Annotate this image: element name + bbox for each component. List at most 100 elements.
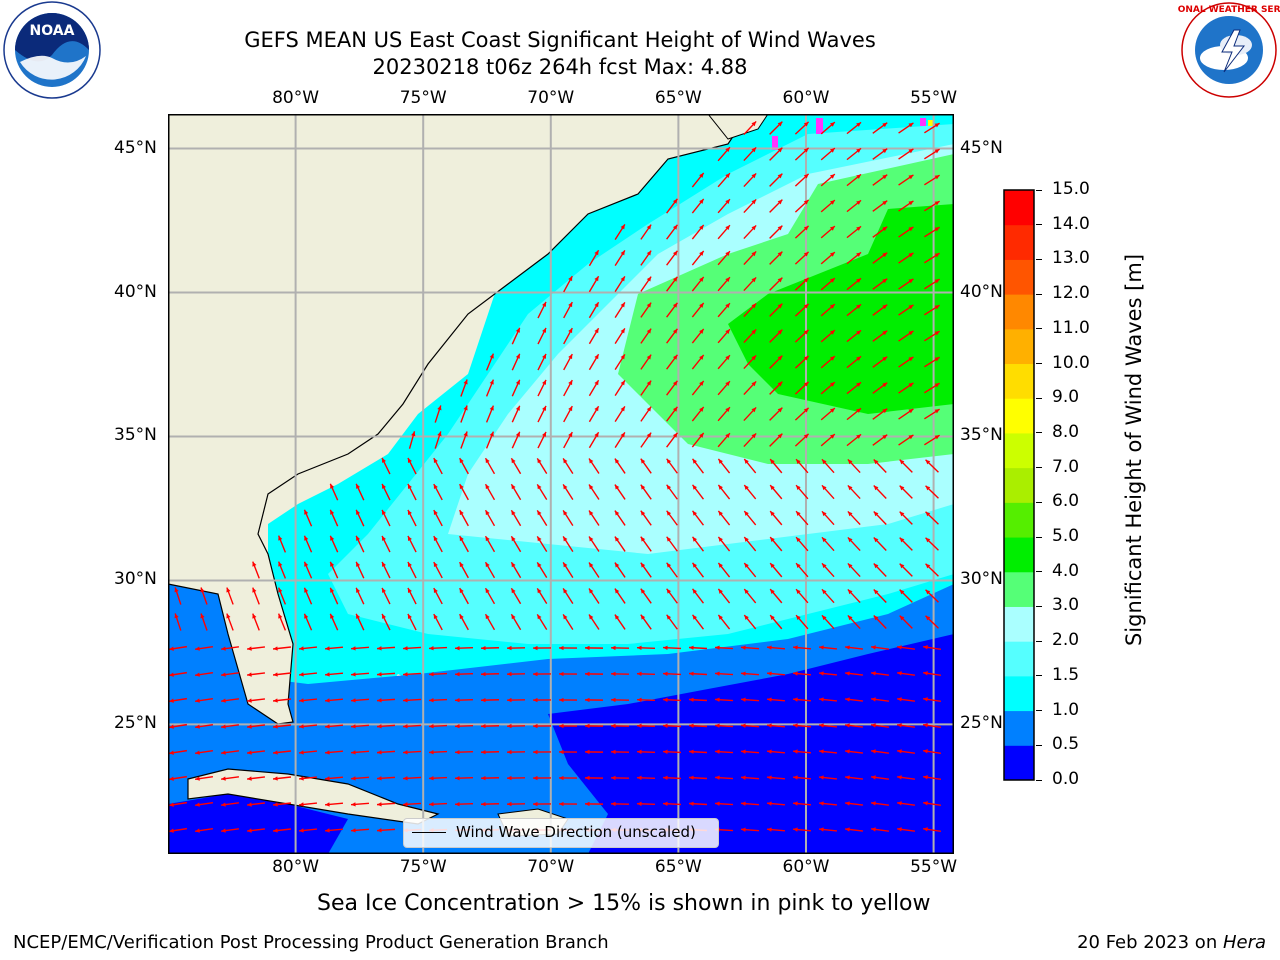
wave-direction-arrow bbox=[691, 562, 705, 578]
wave-direction-arrow bbox=[428, 672, 448, 677]
wave-direction-arrow bbox=[922, 749, 942, 755]
lon-tick-label: 60°W bbox=[782, 88, 830, 108]
wave-direction-arrow bbox=[168, 801, 188, 807]
wave-direction-arrow bbox=[898, 434, 914, 446]
wave-direction-arrow bbox=[743, 198, 757, 214]
wave-direction-arrow bbox=[896, 697, 916, 702]
colorbar-segment bbox=[1004, 467, 1034, 503]
colorbar-segment bbox=[1004, 571, 1034, 607]
wave-direction-arrow bbox=[688, 645, 708, 650]
wave-direction-arrow bbox=[168, 645, 188, 651]
wave-direction-arrow bbox=[740, 671, 760, 676]
wave-direction-arrow bbox=[588, 484, 600, 500]
colorbar-tick-label: 8.0 bbox=[1052, 421, 1080, 442]
wave-direction-arrow bbox=[925, 563, 939, 577]
wave-direction-arrow bbox=[740, 801, 760, 806]
wave-direction-arrow bbox=[717, 536, 731, 552]
colorbar-tick-label: 11.0 bbox=[1052, 317, 1090, 338]
lat-tick-label: 30°N bbox=[114, 569, 157, 590]
colorbar-tick-label: 9.0 bbox=[1052, 387, 1080, 408]
wave-direction-arrow bbox=[821, 536, 835, 552]
wave-direction-arrow bbox=[896, 775, 916, 780]
wave-direction-arrow bbox=[584, 775, 604, 781]
wave-direction-arrow bbox=[614, 562, 626, 578]
footer-date-text: 20 Feb 2023 on bbox=[1077, 932, 1223, 953]
wave-direction-arrow bbox=[614, 380, 626, 396]
wave-direction-arrow bbox=[536, 587, 548, 605]
wave-direction-arrow bbox=[766, 645, 786, 650]
wave-direction-arrow bbox=[537, 301, 547, 319]
wave-direction-arrow bbox=[820, 199, 836, 213]
wave-direction-arrow bbox=[666, 484, 678, 500]
wave-direction-arrow bbox=[355, 587, 365, 605]
wave-direction-arrow bbox=[691, 354, 705, 370]
wave-direction-arrow bbox=[614, 328, 626, 344]
wave-direction-arrow bbox=[872, 174, 888, 186]
wave-direction-arrow bbox=[714, 671, 734, 676]
wave-direction-arrow bbox=[246, 724, 266, 729]
wave-direction-arrow bbox=[846, 225, 862, 239]
wave-direction-arrow bbox=[480, 749, 500, 755]
wave-direction-arrow bbox=[536, 613, 548, 631]
wave-direction-arrow bbox=[246, 802, 266, 807]
wave-direction-arrow bbox=[666, 458, 678, 474]
wave-direction-arrow bbox=[691, 588, 705, 604]
wave-direction-arrow bbox=[272, 646, 292, 651]
wave-direction-arrow bbox=[769, 458, 783, 474]
wave-direction-arrow bbox=[820, 277, 836, 291]
wave-direction-arrow bbox=[820, 225, 836, 239]
wave-direction-arrow bbox=[381, 535, 391, 553]
wave-direction-arrow bbox=[355, 535, 365, 553]
wave-direction-arrow bbox=[766, 775, 786, 780]
wave-direction-arrow bbox=[922, 671, 942, 677]
lon-tick-label: 80°W bbox=[272, 857, 320, 877]
wave-direction-arrow bbox=[640, 354, 652, 370]
wave-direction-arrow bbox=[870, 697, 890, 702]
wave-direction-arrow bbox=[769, 407, 783, 421]
wave-direction-arrow bbox=[717, 562, 731, 578]
wave-direction-arrow bbox=[381, 587, 391, 605]
title-line-2: 20230218 t06z 264h fcst Max: 4.88 bbox=[372, 55, 748, 79]
wave-direction-arrow bbox=[820, 355, 836, 369]
wave-direction-arrow bbox=[792, 697, 812, 702]
wave-direction-arrow bbox=[769, 277, 783, 291]
wave-direction-arrow bbox=[870, 645, 890, 650]
wave-direction-arrow bbox=[252, 613, 260, 631]
wave-direction-arrow bbox=[872, 382, 888, 394]
wave-direction-arrow bbox=[691, 614, 705, 630]
wave-direction-arrow bbox=[562, 588, 574, 604]
wave-direction-arrow bbox=[640, 510, 652, 526]
wave-direction-arrow bbox=[820, 433, 836, 447]
wave-direction-arrow bbox=[168, 749, 188, 755]
wave-direction-arrow bbox=[588, 275, 600, 293]
wave-direction-arrow bbox=[350, 698, 370, 703]
wave-direction-arrow bbox=[872, 252, 888, 264]
wave-height-map bbox=[168, 114, 954, 854]
wave-direction-arrow bbox=[925, 485, 939, 499]
wave-direction-arrow bbox=[381, 561, 391, 579]
wave-direction-arrow bbox=[924, 434, 940, 446]
wave-direction-arrow bbox=[766, 801, 786, 806]
wave-direction-arrow bbox=[610, 749, 630, 755]
wave-direction-arrow bbox=[558, 697, 578, 703]
colorbar-segment bbox=[1004, 224, 1034, 260]
legend-line-swatch bbox=[412, 832, 446, 833]
wave-direction-arrow bbox=[691, 406, 705, 422]
wave-direction-arrow bbox=[794, 407, 810, 421]
wave-direction-arrow bbox=[636, 723, 656, 729]
wave-direction-arrow bbox=[636, 697, 656, 703]
wave-direction-arrow bbox=[558, 775, 578, 781]
wave-direction-arrow bbox=[717, 510, 731, 526]
wave-direction-arrow bbox=[873, 459, 887, 473]
wave-direction-arrow bbox=[846, 121, 862, 135]
wave-direction-arrow bbox=[818, 697, 838, 702]
wave-direction-arrow bbox=[562, 510, 574, 526]
wave-direction-arrow bbox=[277, 587, 287, 605]
wave-direction-arrow bbox=[324, 776, 344, 781]
colorbar-segment bbox=[1004, 537, 1034, 573]
wave-direction-arrow bbox=[846, 251, 862, 265]
wave-direction-arrow bbox=[769, 303, 783, 317]
wave-direction-arrow bbox=[899, 511, 913, 525]
wave-direction-arrow bbox=[691, 484, 705, 500]
colorbar-tick-mark bbox=[1036, 605, 1042, 607]
